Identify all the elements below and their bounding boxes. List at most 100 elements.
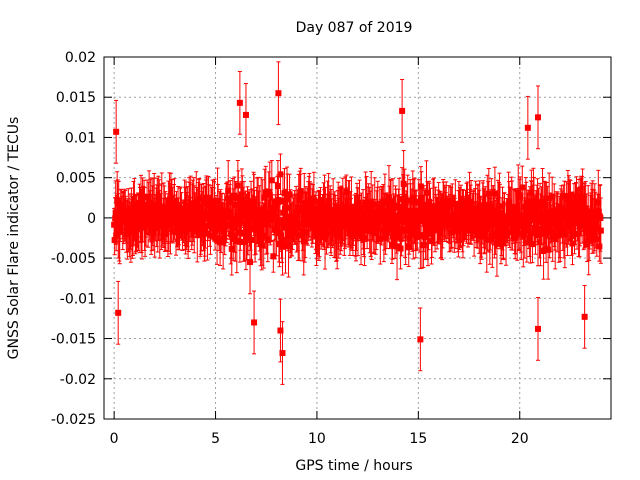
data-point [569,206,576,213]
data-point [246,216,253,223]
data-point [414,226,421,233]
data-point [185,226,192,233]
x-axis-label: GPS time / hours [295,458,412,474]
data-point [347,211,354,218]
data-point [461,220,468,227]
data-point [261,194,268,201]
data-point [427,203,434,210]
data-point [549,193,556,200]
data-point [207,232,214,239]
data-point [197,221,204,228]
data-point [345,204,352,211]
data-point [308,218,315,225]
data-point [439,223,446,230]
data-point [141,207,148,214]
data-point [458,209,465,216]
data-point [506,198,513,205]
data-point [144,193,151,200]
data-point [275,90,282,97]
data-point [412,231,419,238]
data-point [546,195,553,202]
data-point [417,183,424,190]
data-point [312,217,319,224]
data-point [138,217,145,224]
data-point [425,198,432,205]
data-point [112,209,119,216]
data-point [485,190,492,197]
data-point [332,216,339,223]
data-point [495,216,502,223]
data-point [267,204,274,211]
data-point [410,198,417,205]
data-point [401,193,408,200]
data-point [276,241,283,248]
data-point [227,209,234,216]
data-point [324,202,331,209]
data-point [595,199,602,206]
data-point [285,243,292,250]
data-point [301,229,308,236]
data-point [374,207,381,214]
data-point [399,107,406,114]
data-point [519,219,526,226]
data-point [116,228,123,235]
data-point [590,231,597,238]
data-point [533,210,540,217]
data-point [325,198,332,205]
y-tick-label: 0 [87,211,96,227]
data-point [131,214,138,221]
data-point [393,233,400,240]
data-point [357,213,364,220]
data-point [379,212,386,219]
data-point [447,203,454,210]
data-point [398,217,405,224]
data-point [232,201,239,208]
data-point [524,202,531,209]
data-point [238,192,245,199]
data-point [440,206,447,213]
data-point [544,209,551,216]
data-point [482,210,489,217]
x-tick-label: 0 [110,431,119,447]
data-point [346,228,353,235]
data-point [175,214,182,221]
data-point [256,215,263,222]
data-point [199,209,206,216]
data-point [140,204,147,211]
data-point [561,192,568,199]
data-point [486,236,493,243]
data-point [273,224,280,231]
data-point [584,223,591,230]
data-point [254,222,261,229]
data-point [165,221,172,228]
data-point [466,220,473,227]
data-point [263,210,270,217]
data-point [139,222,146,229]
data-point [541,216,548,223]
data-point [462,216,469,223]
data-point [423,189,430,196]
data-point [581,214,588,221]
data-point [204,230,211,237]
data-point [515,189,522,196]
data-point [597,227,604,234]
data-point [551,212,558,219]
data-point [429,238,436,245]
data-point [478,230,485,237]
data-point [130,210,137,217]
data-point [480,215,487,222]
data-point [310,197,317,204]
data-point [418,232,425,239]
data-point [495,209,502,216]
data-point [382,233,389,240]
data-point [172,229,179,236]
ticks: -0.025 -0.02 -0.015 -0.01 -0.005 0 0.005 0.01 0.… [51,50,611,447]
data-point [283,213,290,220]
data-point [497,220,504,227]
data-point [383,219,390,226]
data-point [224,208,231,215]
data-point [466,198,473,205]
data-point [562,217,569,224]
data-point [374,211,381,218]
data-point [335,225,342,232]
